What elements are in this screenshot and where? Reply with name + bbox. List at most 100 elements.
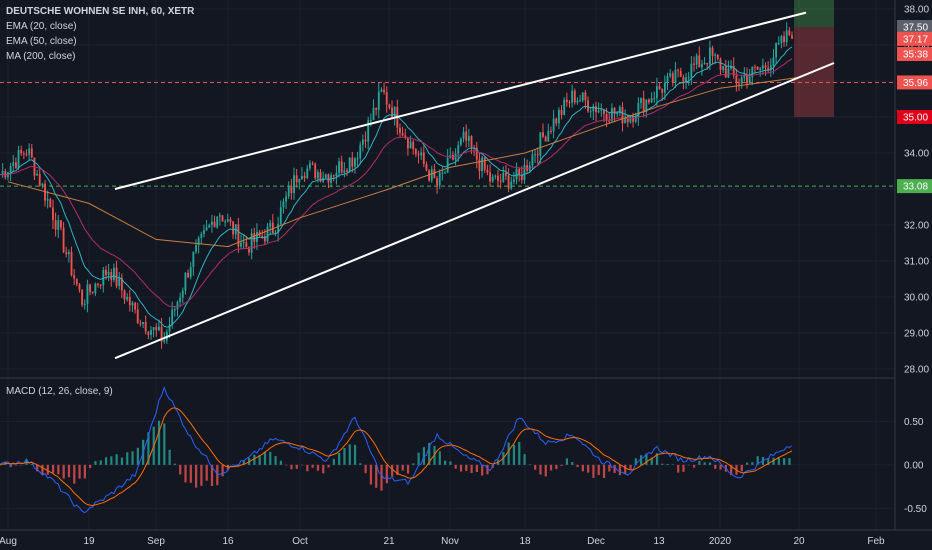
candle-body [626, 118, 629, 123]
macd-histogram-bar [353, 444, 357, 465]
macd-histogram-bar [263, 451, 267, 465]
macd-histogram-bar [687, 464, 690, 466]
legend-ema50[interactable]: EMA (50, close) [6, 36, 77, 47]
macd-histogram-bar [544, 464, 547, 477]
candle-body [269, 222, 272, 227]
macd-histogram-bar [624, 464, 627, 474]
macd-histogram-bar [475, 464, 478, 473]
macd-histogram-bar [385, 464, 388, 484]
candle-body [200, 233, 203, 238]
candle-body [385, 92, 388, 105]
candle-body [563, 99, 566, 116]
candle-body [428, 170, 431, 181]
candle-body [719, 58, 722, 70]
candle-body [610, 107, 613, 121]
candle-body [433, 169, 436, 179]
candle-body [666, 76, 669, 84]
macd-histogram-bar [391, 464, 394, 477]
candle-body [20, 149, 23, 154]
macd-histogram-bar [587, 464, 590, 473]
candle-body [287, 186, 290, 197]
macd-histogram-bar [740, 464, 743, 472]
moving-averages [0, 46, 800, 328]
price-badge-label: 37.50 [903, 23, 928, 34]
candle-body [184, 272, 187, 291]
candle-body [589, 111, 592, 113]
candle-body [65, 252, 68, 255]
candle-body [674, 69, 677, 83]
candle-body [436, 178, 438, 186]
candle-body [237, 224, 240, 247]
macd-histogram-bar [0, 464, 2, 466]
macd-histogram-bar [486, 464, 489, 475]
macd-histogram-bar [322, 464, 325, 474]
macd-histogram-bar [332, 458, 335, 465]
candle-body [671, 73, 674, 83]
candle-body [724, 66, 727, 78]
legend-ema20[interactable]: EMA (20, close) [6, 21, 77, 32]
candle-body [208, 224, 211, 228]
macd-histogram-bar [465, 464, 468, 471]
trendlines[interactable] [114, 11, 835, 360]
candle-body [420, 152, 423, 156]
candle-body [467, 136, 470, 141]
time-tick-label: Dec [587, 536, 605, 547]
candle-body [738, 83, 740, 85]
macd-histogram-bar [555, 464, 558, 470]
candle-body [354, 158, 356, 167]
candle-body [722, 66, 725, 70]
legend: DEUTSCHE WOHNEN SE INH, 60, XETR EMA (20… [6, 4, 194, 64]
macd-histogram-bar [62, 464, 65, 479]
legend-ma200[interactable]: MA (200, close) [6, 51, 76, 62]
macd-histogram-bar [618, 464, 622, 476]
candle-body [499, 180, 502, 182]
macd-histogram-bar [89, 464, 92, 469]
candle-body [367, 120, 370, 142]
macd-histogram-bar [449, 461, 452, 465]
candle-body [780, 36, 783, 44]
candle-body [118, 277, 121, 286]
price-badge-label: 33.08 [903, 182, 928, 193]
candle-body [30, 148, 33, 158]
candle-body [624, 118, 627, 124]
candle-body [475, 147, 478, 160]
price-badge [897, 31, 932, 46]
macd-histogram-bar [767, 458, 770, 465]
candle-body [380, 89, 383, 92]
candle-body [181, 290, 184, 298]
candle-body [422, 152, 425, 165]
macd-histogram-bar [242, 460, 245, 465]
candle-body [621, 106, 624, 124]
candle-body [134, 302, 137, 310]
candle-body [158, 326, 160, 331]
time-tick-label: Feb [867, 536, 885, 547]
candle-body [221, 215, 224, 222]
time-axis[interactable] [0, 530, 932, 550]
candle-body [41, 183, 44, 186]
macd-histogram-bar [655, 453, 659, 465]
macd-legend[interactable]: MACD (12, 26, close, 9) [6, 386, 113, 397]
candle-body [78, 284, 81, 290]
ema20-line [0, 46, 793, 328]
candle-body [351, 157, 354, 167]
macd-histogram-bar [507, 442, 510, 465]
candle-body [86, 284, 89, 304]
macd-histogram-bar [184, 464, 187, 483]
macd-histogram-bar [428, 442, 431, 465]
candle-body [81, 289, 84, 305]
candle-body [791, 35, 793, 39]
macd-histogram-bar [692, 464, 696, 468]
candle-body [89, 284, 91, 293]
candle-body [91, 292, 94, 294]
candle-body [701, 64, 703, 68]
macd-histogram-bar [147, 432, 150, 465]
candle-body [531, 154, 534, 166]
position-zones [794, 0, 834, 117]
macd-line [0, 385, 793, 514]
candle-body [637, 103, 640, 118]
candle-body [12, 162, 15, 166]
candle-body [372, 108, 375, 121]
candle-body [128, 296, 131, 306]
candle-body [62, 227, 65, 253]
